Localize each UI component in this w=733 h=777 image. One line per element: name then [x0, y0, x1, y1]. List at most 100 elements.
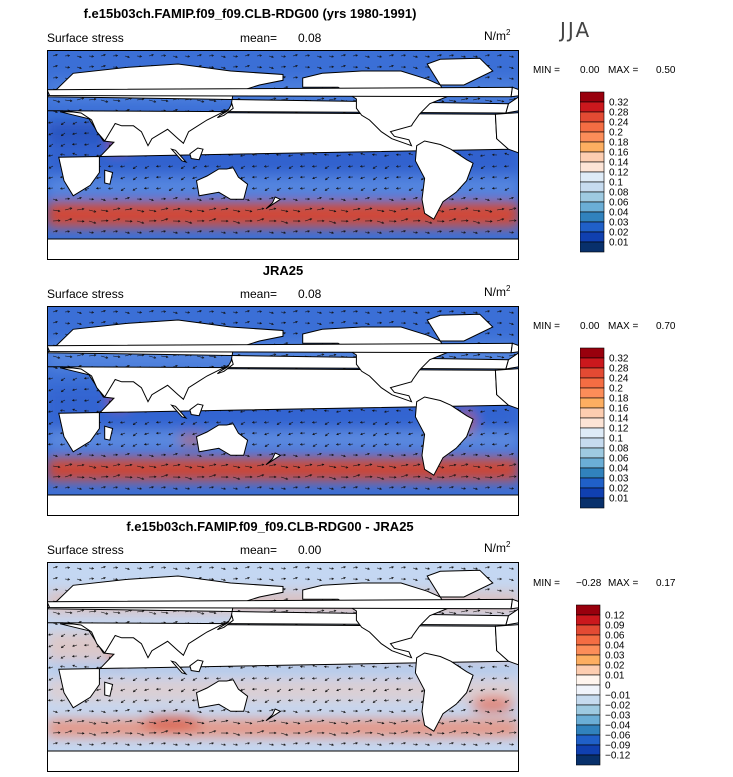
land-australia — [195, 679, 249, 712]
land-greenland — [426, 313, 494, 342]
panel-1-colorbar: 0.320.280.240.20.180.160.140.120.10.080.… — [580, 91, 629, 253]
colorbar-tick-label: 0.1 — [609, 178, 623, 189]
land-madagascar — [104, 425, 114, 441]
colorbar-swatch — [576, 724, 601, 736]
colorbar-tick-label: 0.08 — [609, 188, 629, 199]
panel-3-mean-value: 0.00 — [298, 543, 322, 557]
land-eurasia-wrap — [505, 96, 519, 114]
panel-3-min-value: −0.28 — [576, 578, 602, 589]
colorbar-swatch — [580, 397, 605, 409]
land-antarctica — [47, 494, 519, 516]
colorbar-swatch — [580, 91, 605, 103]
colorbar-swatch — [580, 151, 605, 163]
land-africa-wrap — [494, 624, 519, 666]
colorbar-tick-label: 0.2 — [609, 384, 623, 395]
land-nz — [265, 708, 282, 722]
land-africa-wrap — [494, 368, 519, 410]
colorbar-tick-label: −0.04 — [605, 721, 631, 732]
colorbar-swatch — [576, 604, 601, 616]
panel-2-units: N/m2 — [484, 284, 511, 299]
panel-2-min-label: MIN = — [533, 321, 560, 332]
colorbar-tick-label: 0.08 — [609, 444, 629, 455]
panel-3-colorbar: 0.120.090.060.040.030.020.010−0.01−0.02−… — [576, 604, 631, 766]
colorbar-swatch — [580, 427, 605, 439]
colorbar-swatch — [576, 614, 601, 626]
panel-1-mean-label: mean= — [240, 31, 278, 45]
colorbar-swatch — [576, 624, 601, 636]
land-greenland — [426, 57, 494, 86]
colorbar-tick-label: 0.06 — [609, 454, 629, 465]
colorbar-tick-label: 0.02 — [609, 484, 629, 495]
colorbar-tick-label: 0.24 — [609, 374, 629, 385]
colorbar-swatch — [580, 487, 605, 499]
colorbar-tick-label: 0.16 — [609, 148, 629, 159]
colorbar-swatch — [580, 407, 605, 419]
colorbar-tick-label: 0.03 — [605, 651, 625, 662]
panel-1-mean-value: 0.08 — [298, 31, 322, 45]
colorbar-tick-label: 0.16 — [609, 404, 629, 415]
land-borneo — [189, 147, 204, 161]
colorbar-swatch — [580, 221, 605, 233]
land-eurasia — [47, 319, 510, 403]
panel-1-map — [47, 50, 519, 260]
colorbar-tick-label: 0 — [605, 681, 611, 692]
land-eurasia — [47, 575, 510, 659]
colorbar-tick-label: −0.01 — [605, 691, 631, 702]
colorbar-swatch — [580, 357, 605, 369]
colorbar-swatch — [576, 664, 601, 676]
panel-2-max-label: MAX = — [608, 321, 639, 332]
colorbar-swatch — [580, 171, 605, 183]
colorbar-swatch — [580, 121, 605, 133]
colorbar-swatch — [580, 417, 605, 429]
colorbar-swatch — [580, 211, 605, 223]
colorbar-swatch — [580, 497, 605, 509]
panel-1-max-value: 0.50 — [656, 65, 676, 76]
colorbar-swatch — [580, 387, 605, 399]
colorbar-swatch — [580, 437, 605, 449]
colorbar-tick-label: 0.01 — [609, 238, 629, 249]
panel-2-mean-value: 0.08 — [298, 287, 322, 301]
panel-2-colorbar: 0.320.280.240.20.180.160.140.120.10.080.… — [580, 347, 629, 509]
colorbar-swatch — [580, 111, 605, 123]
colorbar-tick-label: 0.04 — [609, 464, 629, 475]
colorbar-swatch — [576, 744, 601, 756]
colorbar-swatch — [576, 654, 601, 666]
panel-2-title: JRA25 — [262, 263, 304, 278]
colorbar-tick-label: 0.01 — [605, 671, 625, 682]
panel-1-units: N/m2 — [484, 28, 511, 43]
colorbar-tick-label: 0.06 — [605, 631, 625, 642]
colorbar-tick-label: 0.18 — [609, 138, 629, 149]
panel-3-mean-label: mean= — [240, 543, 278, 557]
colorbar-swatch — [580, 191, 605, 203]
land-samerica — [414, 140, 474, 220]
panel-3-map — [47, 562, 519, 772]
colorbar-tick-label: 0.09 — [605, 621, 625, 632]
colorbar-tick-label: −0.09 — [605, 741, 631, 752]
panel-2-variable: Surface stress — [47, 287, 124, 301]
colorbar-swatch — [580, 477, 605, 489]
colorbar-tick-label: 0.24 — [609, 118, 629, 129]
land-eurasia — [47, 63, 510, 147]
land-antarctica — [47, 750, 519, 772]
land-japan — [217, 358, 234, 375]
colorbar-tick-label: 0.28 — [609, 364, 629, 375]
colorbar-tick-label: −0.03 — [605, 711, 631, 722]
panel-1-min-label: MIN = — [533, 65, 560, 76]
colorbar-swatch — [580, 141, 605, 153]
colorbar-tick-label: −0.12 — [605, 751, 631, 762]
colorbar-tick-label: 0.03 — [609, 218, 629, 229]
colorbar-swatch — [580, 161, 605, 173]
colorbar-swatch — [576, 704, 601, 716]
land-australia — [195, 167, 249, 200]
colorbar-tick-label: 0.28 — [609, 108, 629, 119]
colorbar-tick-label: 0.12 — [609, 168, 629, 179]
colorbar-swatch — [580, 367, 605, 379]
land-borneo — [189, 659, 204, 673]
panel-1-min-value: 0.00 — [580, 65, 600, 76]
colorbar-swatch — [576, 714, 601, 726]
colorbar-swatch — [580, 101, 605, 113]
panel-3-min-label: MIN = — [533, 578, 560, 589]
colorbar-tick-label: 0.32 — [609, 354, 629, 365]
panel-1-title: f.e15b03ch.FAMIP.f09_f09.CLB-RDG00 (yrs … — [83, 6, 417, 21]
colorbar-tick-label: −0.06 — [605, 731, 631, 742]
